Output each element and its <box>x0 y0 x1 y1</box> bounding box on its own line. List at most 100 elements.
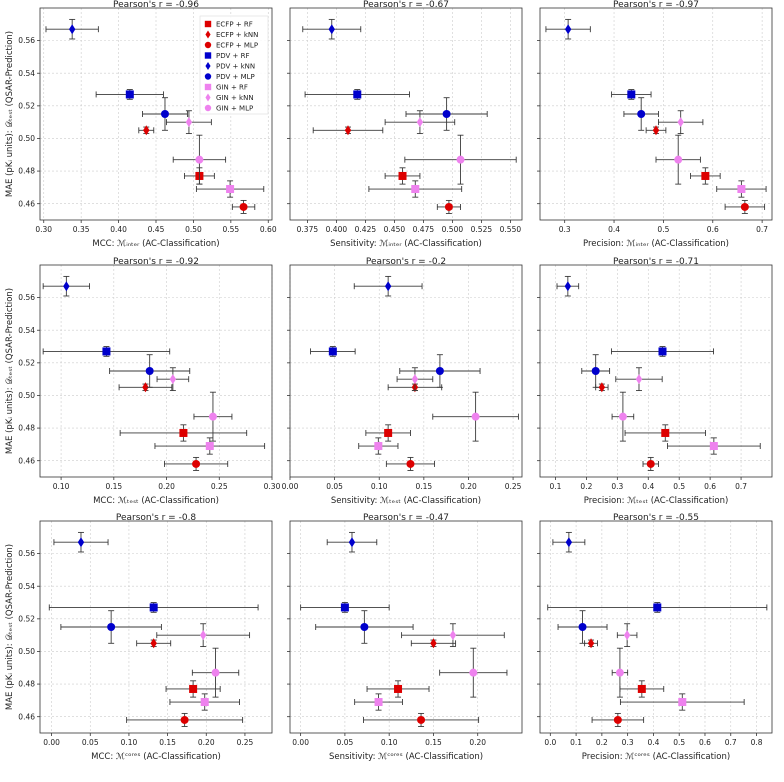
x-axis-label: MCC: ℳᵢₙₜₑᵣ (AC-Classification) <box>92 239 219 249</box>
point-marker-circle <box>406 459 415 468</box>
data-point <box>45 18 99 40</box>
point-marker-square <box>653 603 662 612</box>
legend-marker-square <box>204 52 212 59</box>
point-marker-square <box>102 347 111 356</box>
panel-9: Pearson's r = -0.55 0.0 0.1 0.2 0.3 0.4 0.5 0.6… <box>537 513 773 762</box>
point-marker-square <box>658 347 667 356</box>
x-axis-label: Sensitivity: ℳᶜᵒʳᵉˢ (AC-Classification) <box>329 752 483 762</box>
point-marker-diamond <box>565 537 573 548</box>
data-point <box>169 693 240 711</box>
y-tick-label: 0.50 <box>18 134 35 143</box>
y-tick-label: 0.52 <box>18 614 35 623</box>
point-marker-diamond <box>143 125 150 136</box>
panel-2: Pearson's r = -0.67 0.375 0.400 0.425 0.450 0… <box>287 0 523 249</box>
y-tick-label: 0.56 <box>18 293 35 302</box>
x-tick-label: 0.05 <box>337 738 354 747</box>
point-marker-square <box>398 171 407 180</box>
point-marker-diamond <box>169 374 177 385</box>
point-marker-circle <box>637 110 646 118</box>
point-marker-square <box>627 90 636 99</box>
data-point <box>95 89 164 100</box>
y-tick-label: 0.56 <box>18 36 35 45</box>
data-point <box>231 199 256 214</box>
data-point <box>126 712 244 727</box>
point-marker-diamond <box>652 125 660 136</box>
x-axis-label: MCC: ℳₜₑₛₜ (AC-Classification) <box>93 496 219 506</box>
x-axis-label: Sensitivity: ℳᵢₙₜₑᵣ (AC-Classification) <box>330 239 482 249</box>
legend-marker-circle <box>204 73 212 80</box>
point-marker-diamond <box>677 117 684 128</box>
point-marker-circle <box>740 202 749 211</box>
point-marker-diamond <box>77 537 85 548</box>
panel-title: Pearson's r = -0.8 <box>116 513 197 523</box>
data-point <box>556 275 580 297</box>
data-point <box>300 602 390 613</box>
x-tick-label: 0.15 <box>105 482 122 491</box>
point-marker-square <box>226 185 235 194</box>
data-point <box>358 437 399 455</box>
data-point <box>310 346 356 357</box>
point-marker-diamond <box>411 374 419 385</box>
legend-entry: PDV + kNN <box>205 62 255 71</box>
data-point <box>365 424 411 442</box>
point-marker-square <box>394 684 403 693</box>
x-tick-label: 0.45 <box>148 225 165 234</box>
x-tick-label: 0.450 <box>384 225 406 234</box>
point-marker-square <box>374 442 383 451</box>
data-point <box>138 125 155 136</box>
x-tick-label: 0.05 <box>82 738 99 747</box>
data-point <box>666 437 761 455</box>
x-tick-label: 0.10 <box>121 738 138 747</box>
data-point <box>156 367 190 392</box>
x-tick-label: 0.35 <box>73 225 90 234</box>
y-axis-label: MAE (pKᵢ units): 𝒟ₜₑₛₜ (QSAR-Prediction) <box>5 288 15 454</box>
point-marker-square <box>737 185 746 194</box>
x-tick-label: 0.3 <box>611 482 623 491</box>
data-point <box>368 180 463 198</box>
legend-label: ECFP + kNN <box>216 31 258 39</box>
point-marker-diamond <box>564 24 572 35</box>
data-point <box>42 346 171 357</box>
x-tick-label: 0.00 <box>292 738 309 747</box>
x-tick-label: 0.6 <box>707 225 719 234</box>
point-marker-square <box>637 684 646 693</box>
point-marker-circle <box>471 412 480 421</box>
x-tick-label: 0.0 <box>544 738 556 747</box>
point-marker-square <box>179 428 188 437</box>
data-point <box>611 391 635 442</box>
x-tick-label: 0.550 <box>500 225 522 234</box>
y-tick-label: 0.46 <box>18 712 35 721</box>
point-marker-circle <box>613 715 622 724</box>
legend-label: GIN + RF <box>216 84 248 92</box>
data-point <box>60 610 162 644</box>
y-tick-label: 0.56 <box>18 549 35 558</box>
legend-label: GIN + kNN <box>216 94 254 102</box>
point-marker-square <box>149 603 158 612</box>
point-marker-circle <box>456 155 465 164</box>
x-tick-label: 0.20 <box>198 738 215 747</box>
legend-entry: ECFP + RF <box>204 21 253 29</box>
panel-title: Pearson's r = -0.55 <box>613 513 699 523</box>
x-tick-label: 0.40 <box>110 225 127 234</box>
x-tick-label: 0.20 <box>158 482 175 491</box>
panel-title: Pearson's r = -0.67 <box>363 0 449 10</box>
legend-marker-diamond <box>205 30 211 39</box>
point-marker-diamond <box>68 24 76 35</box>
data-point <box>396 367 434 392</box>
y-tick-label: 0.48 <box>18 424 35 433</box>
x-tick-label: 0.25 <box>211 482 228 491</box>
axes-frame <box>289 520 523 734</box>
point-marker-diamond <box>416 117 424 128</box>
legend: ECFP + RF ECFP + kNN ECFP + MLP PDV + RF PDV… <box>199 15 269 115</box>
point-marker-diamond <box>430 638 437 649</box>
data-point <box>645 125 667 136</box>
point-marker-diamond <box>598 382 606 393</box>
legend-marker-square <box>204 83 212 91</box>
axes-frame <box>539 7 773 221</box>
legend-label: PDV + kNN <box>216 63 255 71</box>
data-point <box>611 89 652 100</box>
y-tick-label: 0.54 <box>18 582 35 591</box>
data-point <box>405 97 488 131</box>
x-tick-label: 0.10 <box>53 482 70 491</box>
